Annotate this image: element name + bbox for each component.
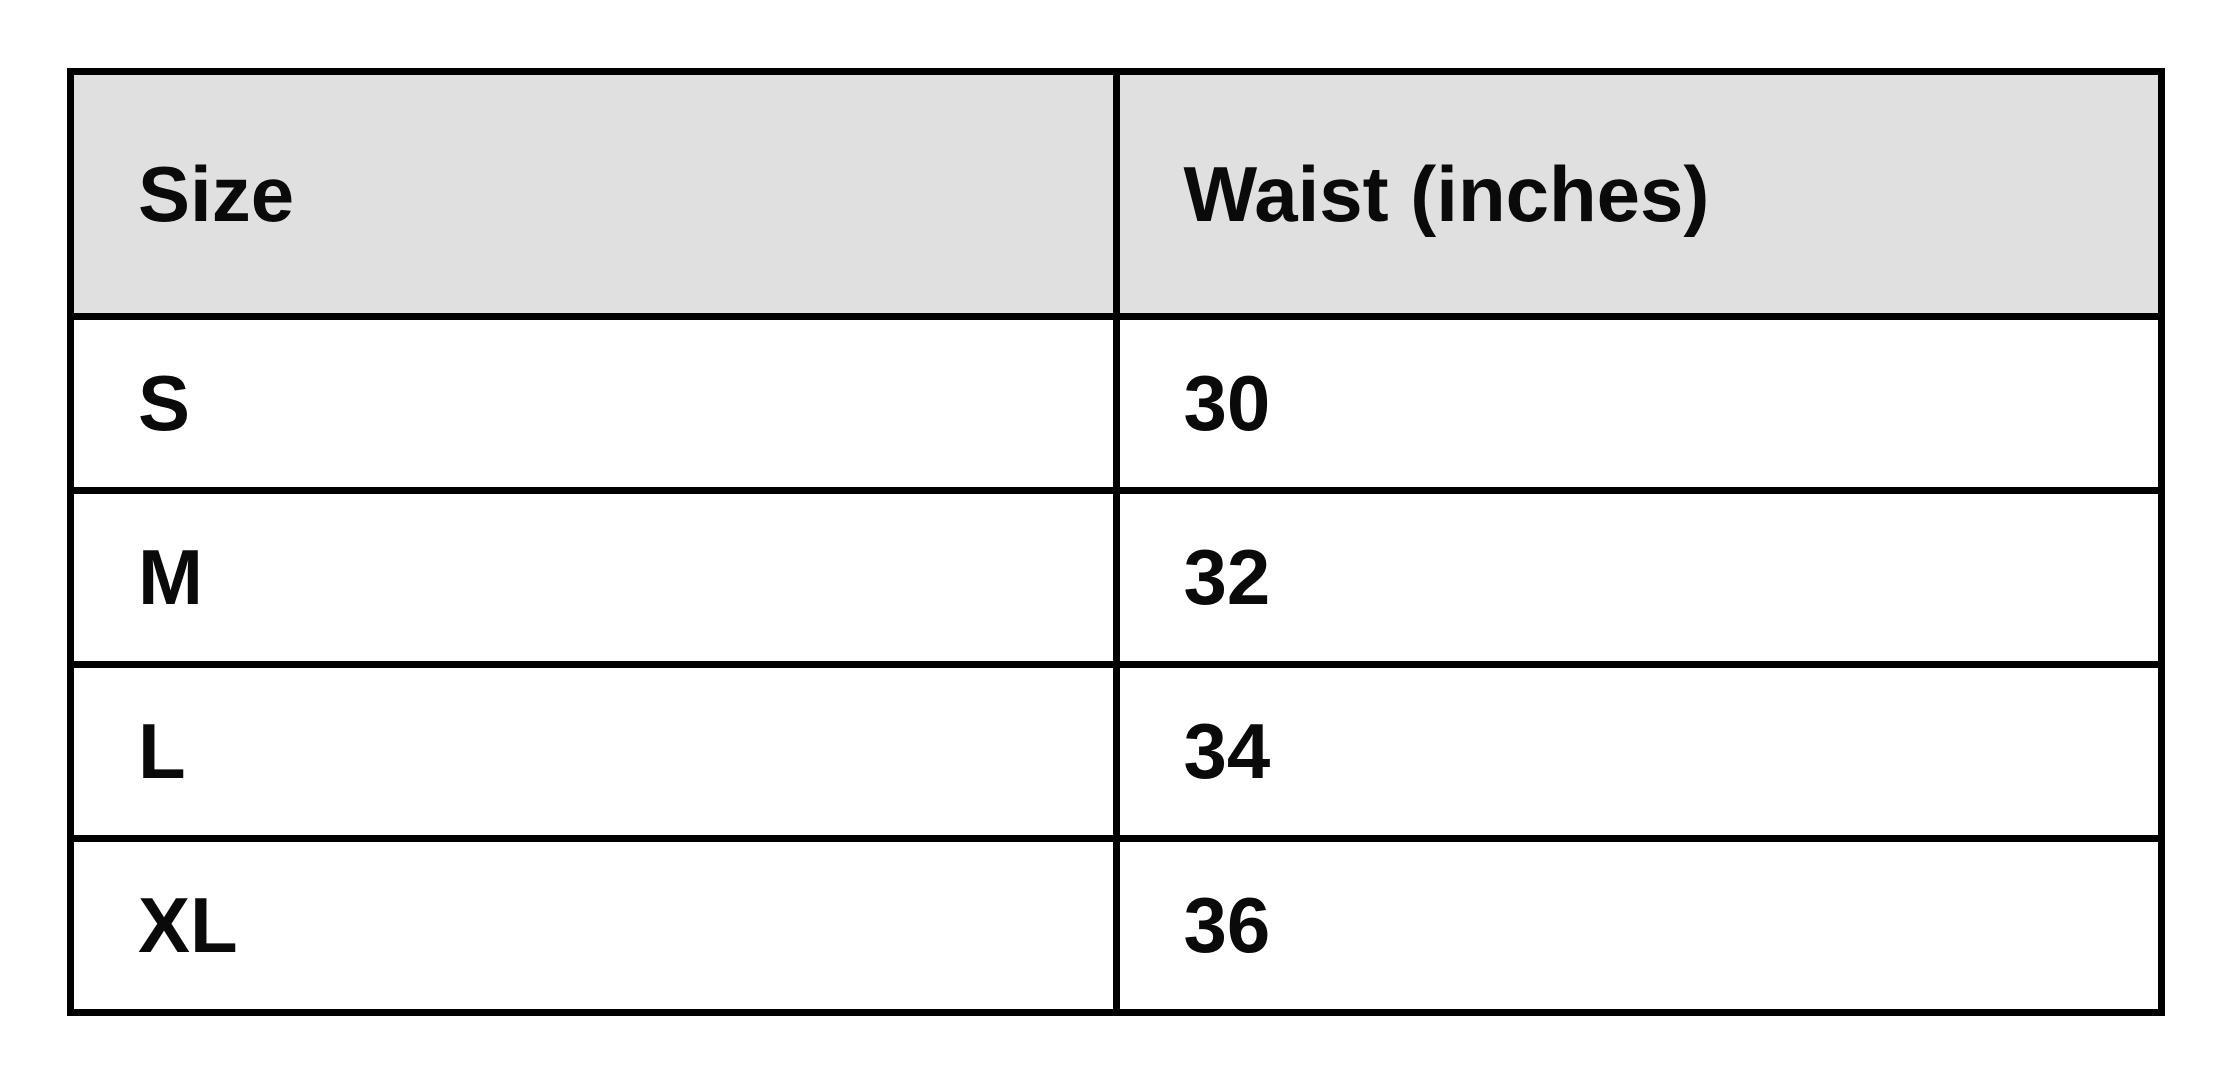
table-header: Size Waist (inches) xyxy=(67,68,2165,320)
column-header-waist: Waist (inches) xyxy=(1112,68,2165,320)
column-header-size: Size xyxy=(67,68,1120,320)
table-row: S 30 xyxy=(67,313,2165,494)
table-row: XL 36 xyxy=(67,835,2165,1016)
size-cell: S xyxy=(67,313,1120,494)
table-body: S 30 M 32 L 34 XL 36 xyxy=(67,313,2165,1016)
size-cell: L xyxy=(67,661,1120,842)
waist-cell: 30 xyxy=(1112,313,2165,494)
header-row: Size Waist (inches) xyxy=(67,68,2165,320)
waist-cell: 32 xyxy=(1112,487,2165,668)
size-cell: M xyxy=(67,487,1120,668)
table-row: L 34 xyxy=(67,661,2165,842)
size-cell: XL xyxy=(67,835,1120,1016)
table-row: M 32 xyxy=(67,487,2165,668)
waist-cell: 36 xyxy=(1112,835,2165,1016)
waist-cell: 34 xyxy=(1112,661,2165,842)
size-chart-table: Size Waist (inches) S 30 M 32 L 34 XL 36 xyxy=(67,68,2165,1016)
